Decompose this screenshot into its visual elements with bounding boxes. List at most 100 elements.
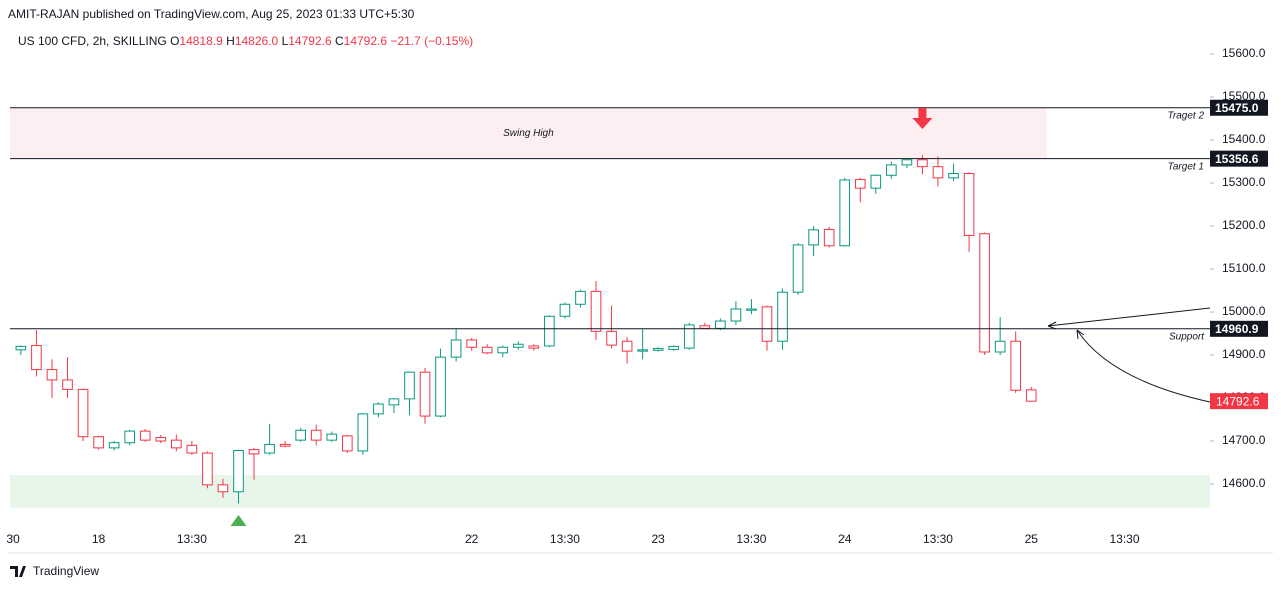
candle-body (264, 443, 275, 454)
candle-body (746, 308, 757, 311)
candle (466, 337, 477, 351)
up-triangle (230, 515, 247, 526)
candle-body (373, 403, 384, 415)
candle (901, 158, 913, 168)
candle-body (31, 345, 42, 371)
candle-body (186, 444, 198, 454)
candle-body (792, 244, 804, 293)
candle (699, 322, 711, 330)
candle (497, 345, 509, 358)
candle-body (450, 339, 462, 358)
legend-key: H (226, 34, 235, 48)
candle (792, 243, 804, 295)
level-tag (1210, 99, 1268, 116)
last-price-label: 14792.6 (1216, 394, 1260, 408)
candle-body (854, 179, 866, 189)
candle-body (528, 345, 540, 349)
candle (854, 177, 866, 203)
y-tick-label: 15200.0 (1222, 218, 1266, 232)
y-tick-label: 14700.0 (1222, 433, 1266, 447)
candle (512, 341, 524, 350)
footer: TradingView (33, 564, 99, 578)
x-tick-label: 24 (838, 532, 852, 546)
candle (202, 451, 213, 489)
candle-body (248, 449, 260, 455)
candle-body (341, 435, 353, 452)
candle-body (326, 433, 338, 441)
zone (10, 107, 1047, 159)
candle (932, 156, 944, 187)
candle (637, 329, 648, 360)
candle (886, 161, 897, 179)
candle-body (901, 159, 913, 166)
candle-body (917, 159, 928, 168)
candle-body (1010, 340, 1022, 391)
candle-body (481, 346, 493, 354)
legend-key: L (282, 34, 289, 48)
legend-value: 14826.0 (235, 34, 279, 48)
candle-body (994, 340, 1006, 353)
candle (279, 441, 291, 448)
candle (544, 315, 555, 348)
candle (46, 359, 58, 398)
candle (730, 301, 742, 325)
candle-body (155, 437, 167, 442)
candle-body (171, 439, 182, 449)
candle (93, 435, 104, 450)
candle-body (823, 228, 835, 247)
candle (373, 402, 384, 418)
candle-body (466, 339, 477, 348)
candle-body (202, 452, 213, 486)
candle (404, 371, 415, 416)
down-arrow (912, 108, 933, 129)
candle (139, 428, 151, 442)
candle (326, 431, 338, 442)
legend-part: −21.7 (−0.15%) (390, 34, 473, 48)
header: AMIT-RAJAN published on TradingView.com,… (8, 7, 415, 21)
candle-body (808, 229, 819, 246)
candle (217, 478, 229, 498)
candle-body (62, 379, 73, 390)
x-tick-label: 21 (294, 532, 308, 546)
legend-part: US 100 CFD, 2h, SKILLING (18, 34, 167, 48)
legend-value: 14818.9 (179, 34, 223, 48)
candle-body (93, 436, 104, 449)
pointer-curve (1076, 329, 1211, 403)
candle (248, 447, 260, 480)
candle (621, 336, 633, 364)
candle (108, 441, 120, 451)
candle (761, 305, 773, 351)
candle-body (77, 388, 89, 438)
y-tick-label: 15300.0 (1222, 175, 1266, 189)
candle-body (683, 324, 695, 349)
level-name: Traget 2 (1168, 110, 1205, 121)
candle (668, 345, 680, 351)
y-tick-label: 14900.0 (1222, 347, 1266, 361)
candle (979, 232, 990, 355)
candle-body (621, 340, 633, 352)
legend-key: C (335, 34, 344, 48)
candle (1025, 386, 1037, 402)
candle-body (730, 308, 742, 322)
candle-body (948, 173, 959, 179)
x-tick-label: 23 (652, 532, 666, 546)
candle-body (839, 179, 851, 247)
candle-body (108, 442, 120, 449)
pointer-line (1047, 307, 1211, 330)
candle (839, 177, 851, 247)
candle (419, 367, 431, 424)
candle-body (652, 348, 664, 351)
legend-value: 14792.6 (288, 34, 332, 48)
candle (746, 299, 757, 315)
candle (124, 429, 136, 446)
y-tick-label: 15500.0 (1222, 89, 1266, 103)
candle-body (963, 173, 975, 236)
tv-logo (10, 566, 26, 577)
legend-value: 14792.6 (344, 34, 388, 48)
x-tick-label: 18 (92, 532, 106, 546)
x-tick-label: 25 (1025, 532, 1039, 546)
candle (963, 172, 975, 252)
candle-body (932, 166, 944, 179)
candle-body (435, 356, 446, 417)
level-name: Support (1169, 331, 1205, 342)
